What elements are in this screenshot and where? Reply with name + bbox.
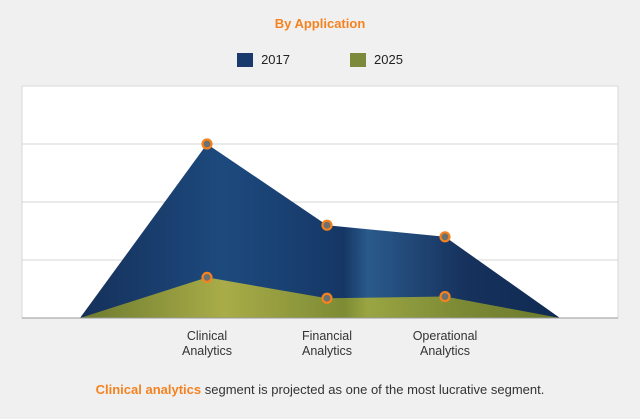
footnote-highlight: Clinical analytics: [95, 382, 202, 397]
legend-label-2025: 2025: [374, 52, 403, 67]
area-series-2025: [80, 277, 560, 318]
data-point-2025-2: [321, 292, 333, 304]
data-point-2025-3: [439, 290, 451, 303]
legend-swatch-2025: [350, 52, 366, 67]
area-series-2017: [80, 144, 560, 318]
plot-area: Clinical Analytics Financial Analytics Opera…: [21, 85, 619, 358]
legend-item-2017: 2017: [237, 52, 290, 67]
chart-legend: 2017 2025: [0, 52, 640, 67]
data-point-2017-3: [439, 231, 451, 243]
legend-swatch-2017: [237, 52, 254, 67]
legend-label-2017: 2017: [261, 52, 290, 67]
data-point-2017-1: [201, 138, 213, 150]
data-point-2017-2: [321, 219, 333, 231]
chart-title: By Application: [274, 16, 366, 31]
x-tick-label: Operational Analytics: [413, 329, 478, 358]
x-tick-label: Clinical Analytics: [182, 329, 232, 358]
legend-item-2025: 2025: [350, 52, 403, 67]
footnote: Clinical analytics segment is projected …: [0, 382, 640, 397]
footnote-text: segment is projected as one of the most …: [201, 382, 545, 397]
data-point-2025-1: [201, 271, 213, 283]
x-tick-label: Financial Analytics: [302, 329, 352, 358]
